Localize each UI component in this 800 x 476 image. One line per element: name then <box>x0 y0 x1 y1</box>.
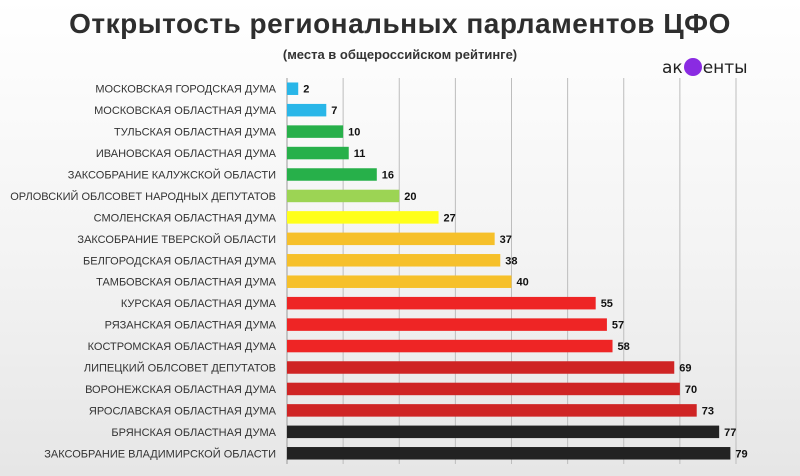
brand-prefix: ак <box>662 58 683 78</box>
bar <box>287 168 377 181</box>
bar <box>287 146 349 160</box>
category-label: ЛИПЕЦКИЙ ОБЛСОВЕТ ДЕПУТАТОВ <box>84 362 276 375</box>
bar <box>287 275 512 288</box>
category-label: ЯРОСЛАВСКАЯ ОБЛАСТНАЯ ДУМА <box>89 405 277 417</box>
data-label: 77 <box>724 427 736 439</box>
bar <box>287 189 400 203</box>
bar <box>287 447 731 460</box>
category-label: ТУЛЬСКАЯ ОБЛАСТНАЯ ДУМА <box>114 127 277 139</box>
data-label: 11 <box>354 148 366 160</box>
data-label: 2 <box>303 84 309 96</box>
category-label: КУРСКАЯ ОБЛАСТНАЯ ДУМА <box>121 298 277 310</box>
data-label: 40 <box>517 277 529 289</box>
data-label: 37 <box>500 234 512 246</box>
bar <box>287 296 596 310</box>
data-label: 55 <box>601 298 613 310</box>
brand-suffix: енты <box>702 58 748 78</box>
bar <box>287 82 299 95</box>
data-label: 69 <box>679 363 691 375</box>
data-label: 7 <box>331 105 337 117</box>
data-label: 10 <box>348 127 360 139</box>
bar <box>287 232 495 246</box>
bar <box>287 382 680 396</box>
bar <box>287 318 607 331</box>
category-label: БЕЛГОРОДСКАЯ ОБЛАСТНАЯ ДУМА <box>83 255 277 267</box>
category-label: ОРЛОВСКИЙ ОБЛСОВЕТ НАРОДНЫХ ДЕПУТАТОВ <box>10 190 276 203</box>
data-label: 16 <box>382 170 394 182</box>
data-label: 57 <box>612 320 624 332</box>
data-label: 27 <box>444 212 456 224</box>
brand-mark-icon <box>683 58 702 76</box>
category-label: ИВАНОВСКАЯ ОБЛАСТНАЯ ДУМА <box>96 148 277 160</box>
bar <box>287 125 344 138</box>
category-label: СМОЛЕНСКАЯ ОБЛАСТНАЯ ДУМА <box>94 212 277 224</box>
data-label: 79 <box>735 448 747 460</box>
category-label: МОСКОВСКАЯ ГОРОДСКАЯ ДУМА <box>95 84 276 96</box>
chart-subtitle: (места в общероссийском рейтинге) <box>282 47 518 62</box>
data-label: 20 <box>404 191 416 203</box>
bar <box>287 211 439 224</box>
bar <box>287 103 327 117</box>
bar <box>287 425 720 439</box>
brand-logo: ак енты <box>662 58 748 78</box>
bar <box>287 339 613 353</box>
bar <box>287 361 675 374</box>
data-label: 58 <box>618 341 630 353</box>
chart-title: Открытость региональных парламентов ЦФО <box>69 8 731 39</box>
data-label: 38 <box>505 255 517 267</box>
category-label: ЗАКСОБРАНИЕ ВЛАДИМИРСКОЙ ОБЛАСТИ <box>44 447 276 460</box>
data-label: 70 <box>685 384 697 396</box>
bar <box>287 404 697 417</box>
data-label: 73 <box>702 405 714 417</box>
category-label: ЗАКСОБРАНИЕ КАЛУЖСКОЙ ОБЛАСТИ <box>68 169 276 182</box>
bar <box>287 254 501 267</box>
category-label: МОСКОВСКАЯ ОБЛАСТНАЯ ДУМА <box>94 105 277 117</box>
category-label: ВОРОНЕЖСКАЯ ОБЛАСТНАЯ ДУМА <box>85 384 277 396</box>
category-label: КОСТРОМСКАЯ ОБЛАСТНАЯ ДУМА <box>88 341 277 353</box>
category-label: ЗАКСОБРАНИЕ ТВЕРСКОЙ ОБЛАСТИ <box>77 233 276 246</box>
category-label: ТАМБОВСКАЯ ОБЛАСТНАЯ ДУМА <box>96 277 277 289</box>
category-label: БРЯНСКАЯ ОБЛАСТНАЯ ДУМА <box>111 427 276 439</box>
category-label: РЯЗАНСКАЯ ОБЛАСТНАЯ ДУМА <box>105 320 277 332</box>
